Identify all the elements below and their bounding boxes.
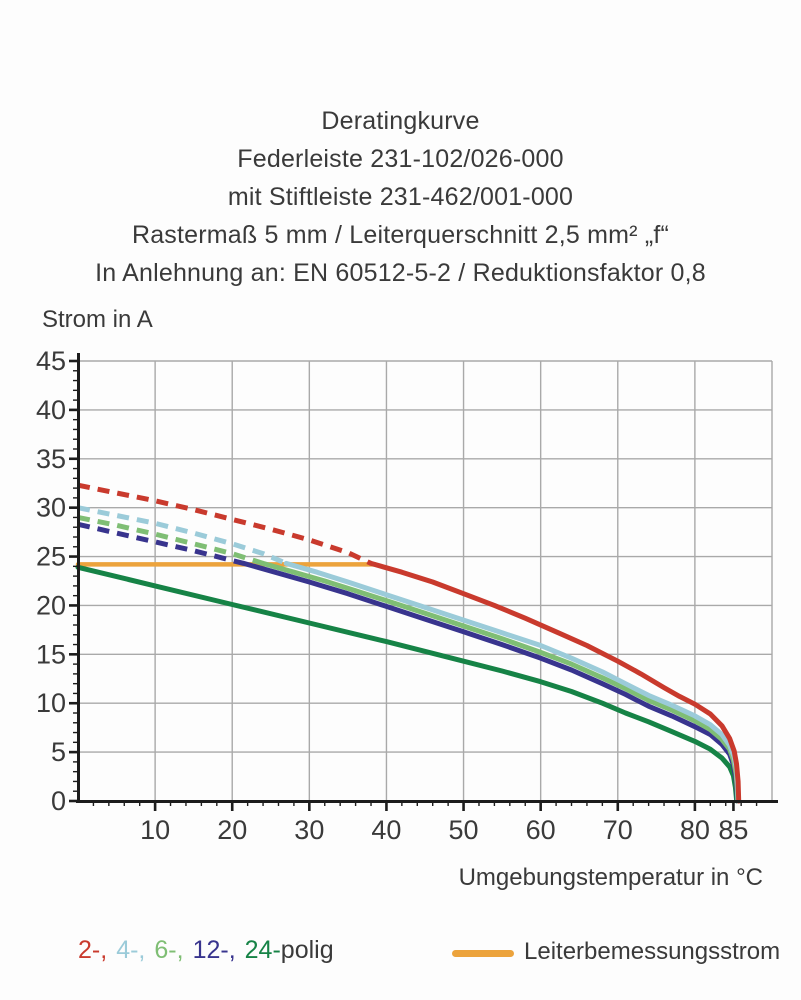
reference-line-label: Leiterbemessungsstrom (524, 938, 781, 965)
curve-12-polig-dashed (77, 521, 245, 566)
x-tick-label: 50 (449, 815, 479, 845)
x-tick-label: 40 (371, 815, 401, 845)
y-tick-label: 15 (36, 639, 66, 669)
title-line-2: Federleiste 231-102/026-000 (237, 145, 564, 173)
y-tick-label: 20 (36, 590, 66, 620)
curve-2-polig (368, 560, 742, 804)
legend-pole-polig: polig (280, 936, 334, 964)
x-axis-title: Umgebungstemperatur in °C (458, 864, 763, 891)
y-tick-label: 5 (51, 737, 66, 767)
title-line-3: mit Stiftleiste 231-462/001-000 (227, 183, 574, 211)
title-line-5: In Anlehnung an: EN 60512-5-2 / Reduktio… (95, 259, 706, 287)
x-tick-label: 10 (140, 815, 170, 845)
chart-title-block: Deratingkurve Federleiste 231-102/026-00… (0, 102, 801, 292)
title-line-4: Rastermaß 5 mm / Leiterquerschnitt 2,5 m… (131, 221, 670, 249)
legend-pole-6: 6-, (154, 936, 184, 964)
curve-6-polig (260, 560, 741, 804)
legend-pole-12: 12-, (192, 936, 236, 964)
y-tick-label: 25 (36, 542, 66, 572)
curve-24-polig (75, 564, 740, 804)
x-tick-label: 85 (718, 815, 748, 845)
x-tick-label: 70 (603, 815, 633, 845)
x-tick-label: 30 (294, 815, 324, 845)
legend-pole-4: 4-, (116, 936, 146, 964)
curve-6-polig-dashed (77, 514, 264, 566)
y-axis-title: Strom in A (42, 306, 153, 333)
title-line-1: Deratingkurve (321, 107, 480, 135)
curve-4-polig-dashed (77, 505, 288, 566)
reference-line-swatch (452, 950, 514, 957)
y-tick-label: 30 (36, 493, 66, 523)
legend-poles: 2-, 4-, 6-, 12-, 24-polig (78, 936, 334, 965)
y-tick-label: 35 (36, 444, 66, 474)
curve-12-polig (241, 560, 740, 804)
curve-4-polig (283, 560, 741, 804)
legend-pole-2: 2-, (78, 936, 108, 964)
y-tick-label: 40 (36, 395, 66, 425)
curve-2-polig-dashed (77, 482, 373, 566)
x-tick-label: 20 (217, 815, 247, 845)
y-tick-label: 10 (36, 688, 66, 718)
legend-pole-24: 24- (244, 936, 281, 964)
x-tick-label: 80 (680, 815, 710, 845)
x-tick-label: 60 (526, 815, 556, 845)
y-tick-label: 45 (36, 346, 66, 376)
y-tick-label: 0 (51, 786, 66, 816)
